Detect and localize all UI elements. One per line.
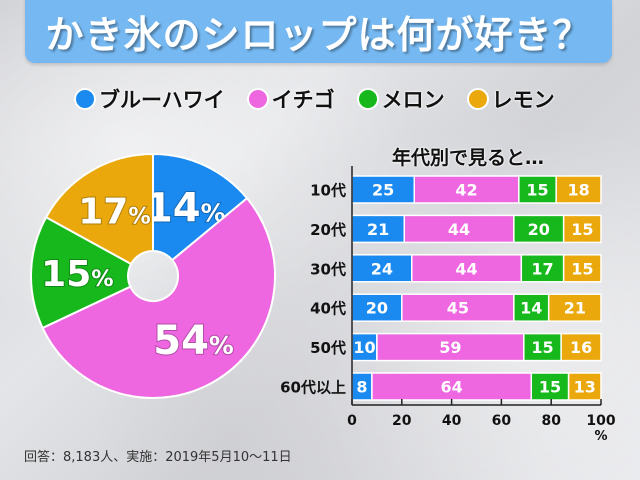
bar-segment [376,332,525,362]
legend-label: イチゴ [271,88,335,112]
bar-segment [351,214,406,244]
bar-value-label: 42 [455,181,477,200]
category-label: 10代 [310,182,346,200]
bar-segment [530,372,570,401]
x-axis-unit-label: % [594,429,607,444]
bar-segment [560,332,602,362]
bar-value-label: 8 [356,378,367,397]
bar-row: 10代 25 42 15 18 [310,175,602,204]
bar-value-label: 15 [531,338,553,357]
x-tick-label: 0 [347,413,357,429]
bar-segment [413,175,520,204]
bar-row: 60代以上 8 64 15 13 [280,372,602,401]
bar-row: 40代 20 45 14 21 [310,293,602,322]
legend-swatch-lemon [466,88,489,110]
bar-value-label: 59 [439,338,461,357]
bar-value-label: 16 [570,338,592,357]
bar-segment [371,372,533,401]
legend-label: メロン [381,88,445,112]
legend-label: レモン [491,88,555,112]
bar-value-label: 24 [371,259,393,278]
bar-value-label: 44 [448,220,470,239]
x-tick-label: 60 [492,413,512,429]
bar-row: 50代 10 59 15 16 [310,332,602,362]
bar-segment [562,214,602,244]
page-title: かき氷のシロップは何が好き？ [45,13,592,57]
bar-segment [403,214,515,244]
bar-value-label: 15 [571,259,593,278]
bar-segment [547,293,602,322]
bar-value-label: 21 [564,299,586,318]
bar-value-label: 10 [353,338,375,357]
x-tick-label: 20 [392,413,412,429]
category-label: 30代 [310,260,346,278]
legend-item-strawberry: イチゴ [246,84,335,114]
bar-value-label: 21 [367,220,389,239]
bar-row: 20代 21 44 20 15 [310,214,602,244]
legend-item-blue-hawaii: ブルーハワイ [74,84,225,114]
x-tick-label: 40 [442,413,462,429]
bar-value-label: 13 [574,378,596,397]
legend-swatch-melon [356,88,379,110]
pie-label-lemon: 17% [78,191,150,232]
pie-label-blue-hawaii: 14% [145,186,226,232]
bar-value-label: 18 [567,181,589,200]
bar-segment [518,175,557,204]
bar-row: 30代 24 44 17 15 [310,254,602,283]
bar-segment [562,254,602,283]
legend: ブルーハワイ イチゴ メロン レモン [74,85,577,113]
bar-value-label: 45 [447,299,469,318]
legend-item-lemon: レモン [466,84,555,114]
bar-segment [411,254,523,283]
x-tick-label: 100 [586,413,615,429]
bar-value-label: 20 [366,299,388,318]
bar-value-label: 17 [531,259,553,278]
legend-swatch-blue-hawaii [74,88,96,110]
pie-slice-strawberry [41,196,276,399]
category-label: 20代 [310,221,346,239]
pie-label-melon: 15% [41,254,113,295]
survey-footnote: 回答：8,183人、実施：2019年5月10〜11日 [24,450,292,465]
bar-segment [401,293,515,322]
bar-chart-title: 年代別で見ると… [392,147,545,169]
pie-slice-lemon [44,152,154,266]
legend-item-melon: メロン [356,84,445,114]
bar-value-label: 20 [528,220,550,239]
legend-swatch-strawberry [246,88,269,110]
bar-value-label: 14 [520,299,542,318]
title-banner: かき氷のシロップは何が好き？ [25,0,612,63]
bar-segment [520,254,565,283]
bar-value-label: 64 [440,378,462,397]
x-tick-label: 80 [541,413,561,429]
category-label: 40代 [310,300,346,318]
pie-slice-melon [30,215,133,330]
bar-segment [567,372,602,401]
bar-value-label: 25 [372,181,394,200]
bar-segment [513,214,565,244]
pie-slice-blue-hawaii [152,152,249,262]
pie-label-strawberry: 54% [153,318,234,364]
category-label: 50代 [310,339,346,357]
bar-value-label: 15 [571,220,593,239]
bar-value-label: 44 [455,259,477,278]
bar-segment [555,175,602,204]
bar-value-label: 15 [526,181,548,200]
bar-value-label: 15 [539,378,561,397]
legend-label: ブルーハワイ [99,88,225,112]
category-label: 60代以上 [280,379,346,397]
